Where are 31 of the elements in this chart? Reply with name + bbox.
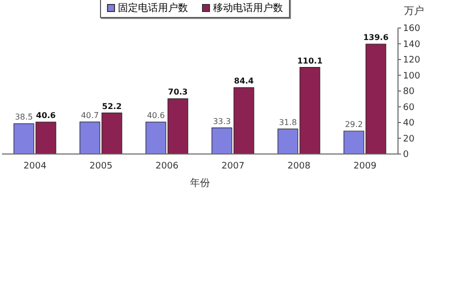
y-tick-label: 160: [403, 24, 420, 34]
y-tick-label: 60: [403, 102, 415, 113]
x-axis-title: 年份: [190, 177, 210, 189]
data-label: 31.8: [278, 118, 297, 127]
data-label: 52.2: [102, 102, 122, 111]
data-label: 38.5: [14, 112, 33, 122]
y-tick-label: 0: [403, 150, 409, 160]
legend-label: 固定电话用户数: [117, 2, 188, 15]
data-label: 29.2: [344, 120, 363, 130]
x-tick-label: 2006: [156, 161, 179, 172]
y-tick-label: 140: [403, 40, 420, 50]
data-label: 139.6: [363, 33, 389, 42]
y-tick-label: 20: [403, 134, 415, 144]
data-label: 84.4: [234, 76, 254, 86]
x-tick-label: 2005: [90, 161, 112, 172]
data-label: 40.6: [36, 111, 56, 120]
y-tick-label: 120: [403, 56, 420, 66]
x-tick-label: 2004: [24, 161, 47, 172]
y-axis-title: 万户: [404, 5, 424, 17]
legend-label: 移动电话用户数: [212, 2, 283, 15]
x-tick-label: 2008: [288, 161, 311, 172]
x-tick-label: 2007: [222, 161, 244, 172]
data-label: 110.1: [297, 56, 323, 66]
y-tick-label: 80: [403, 87, 415, 98]
data-label: 33.3: [212, 116, 231, 126]
y-tick-label: 100: [403, 71, 420, 82]
data-label: 40.7: [80, 110, 99, 120]
y-tick-label: 40: [403, 118, 415, 129]
data-label: 40.6: [146, 111, 165, 120]
x-tick-label: 2009: [354, 161, 377, 172]
data-label: 70.3: [168, 88, 188, 97]
